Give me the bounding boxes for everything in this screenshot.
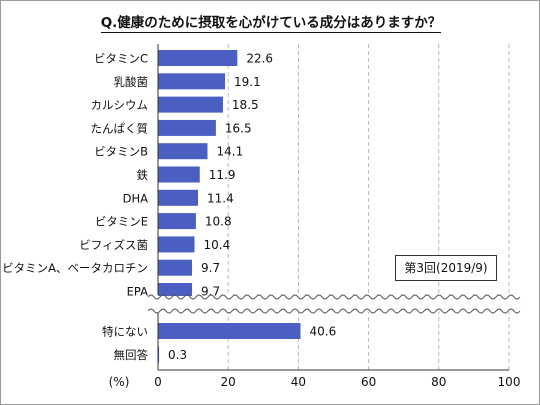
x-tick-label: 100 [498,375,521,389]
bar [158,346,160,363]
bar-value-label: 22.6 [246,52,273,66]
bar-value-label: 40.6 [310,325,337,339]
survey-round-badge: 第3回(2019/9) [395,255,497,281]
bar-value-label: 11.9 [209,168,236,182]
bar-value-label: 0.3 [168,348,187,362]
category-label: EPA [127,285,148,299]
bar-value-label: 11.4 [207,191,234,205]
x-tick-label: 60 [361,375,376,389]
bar [158,189,199,206]
bar [158,213,196,230]
bar-value-label: 10.8 [205,215,232,229]
x-axis-label: (%) [109,375,130,389]
axis-break-wave [147,308,521,314]
x-tick-label: 40 [291,375,306,389]
category-label: DHA [123,191,149,205]
bar [158,259,193,276]
category-label: ビタミンB [94,145,148,159]
category-label: ビフィズス菌 [79,238,148,252]
axis-break-wave [147,294,521,300]
x-tick-label: 0 [154,375,162,389]
bar-value-label: 18.5 [232,98,259,112]
category-label: 乳酸菌 [114,75,149,89]
bar [158,73,226,90]
x-tick-label: 20 [221,375,236,389]
category-label: ビタミンC [94,52,148,66]
category-label: ビタミンA、ベータカロチン [2,261,148,275]
bar-value-label: 14.1 [216,145,243,159]
bar [158,96,223,113]
bar [158,323,301,339]
bar [158,283,193,299]
category-label: カルシウム [91,98,149,112]
bar [158,143,208,160]
bar [158,50,238,66]
bar [158,236,195,253]
bar-value-label: 10.4 [204,238,231,252]
category-label: 無回答 [114,348,149,362]
axis-break-band [148,296,511,312]
bar [158,119,216,136]
category-label: たんぱく質 [91,121,149,135]
category-label: 鉄 [137,168,149,182]
bar-value-label: 9.7 [201,261,220,275]
category-label: ビタミンE [95,215,148,229]
chart-title: Q.健康のために摂取を心がけている成分はありますか？ [100,15,442,33]
bar-value-label: 16.5 [225,121,252,135]
bar [158,166,200,183]
x-tick-label: 80 [431,375,446,389]
category-label: 特にない [102,325,148,339]
bar-value-label: 19.1 [234,75,261,89]
bar-value-label: 9.7 [201,285,220,299]
